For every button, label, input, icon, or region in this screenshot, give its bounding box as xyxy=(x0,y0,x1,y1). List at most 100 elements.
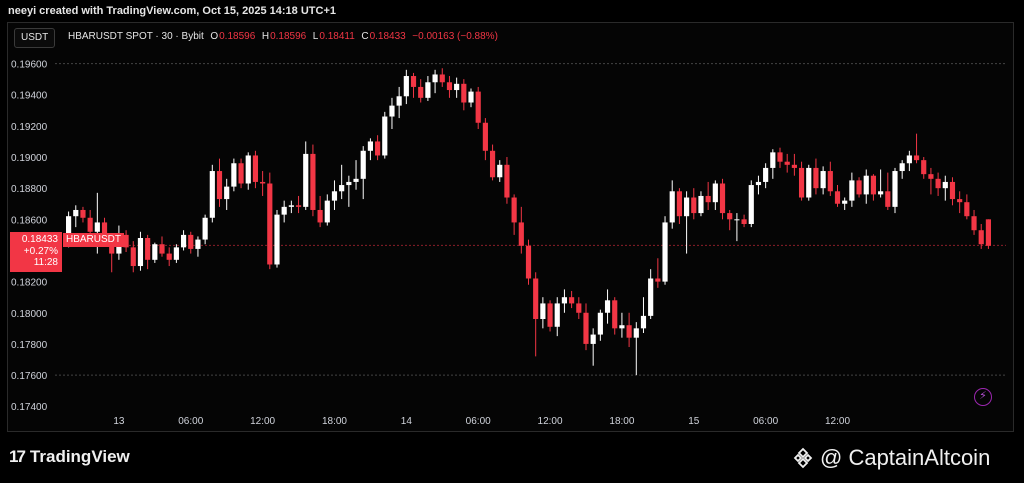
candle-body xyxy=(569,297,575,304)
candle-body xyxy=(619,325,625,329)
candle-body xyxy=(231,163,237,187)
candle-body xyxy=(590,334,596,344)
candle-body xyxy=(489,150,496,178)
legend-high: 0.18596 xyxy=(270,31,307,42)
candle-body xyxy=(806,167,812,198)
candle-body xyxy=(719,183,726,214)
y-tick-label: 0.17800 xyxy=(11,340,48,351)
candle-body xyxy=(662,222,668,282)
candle-body xyxy=(396,96,402,106)
candle-body xyxy=(626,325,632,338)
lightning-icon[interactable]: ⚡ xyxy=(974,388,992,406)
candle-body xyxy=(878,191,884,195)
candlestick-chart[interactable]: 0.17400 0.17600 0.17800 0.18000 0.18200 0.186… xyxy=(7,22,1014,432)
candle-body xyxy=(942,181,948,189)
candle-body xyxy=(360,150,366,179)
y-tick-label: 0.18000 xyxy=(11,309,48,320)
candle-body xyxy=(770,152,776,168)
candle-body xyxy=(978,230,984,245)
candle-body xyxy=(173,247,179,260)
candle-body xyxy=(763,167,769,182)
tradingview-logo: 17 TradingView xyxy=(9,447,130,467)
candle-body xyxy=(949,181,956,200)
candle-body xyxy=(727,213,733,220)
legend-o-label: O xyxy=(210,31,219,42)
legend-change: −0.00163 (−0.88%) xyxy=(412,31,498,42)
watermark-handle: @ CaptainAltcoin xyxy=(792,445,990,471)
candle-body xyxy=(755,181,762,186)
candle-body xyxy=(410,76,417,87)
currency-button[interactable]: USDT xyxy=(14,28,56,48)
candle-body xyxy=(295,205,302,207)
candle-body xyxy=(123,234,129,248)
candle-body xyxy=(109,241,115,254)
candle-body xyxy=(597,312,603,335)
candle-body xyxy=(698,195,704,214)
candle-body xyxy=(842,200,848,204)
candle-body xyxy=(928,174,934,179)
candle-body xyxy=(777,152,783,162)
candle-body xyxy=(346,181,352,186)
chart-frame xyxy=(7,22,1014,432)
candle-body xyxy=(432,74,438,83)
candle-body xyxy=(533,278,539,319)
candle-body xyxy=(310,153,316,210)
candle-body xyxy=(655,278,661,282)
x-tick-label: 12:00 xyxy=(538,416,563,427)
candle-body xyxy=(669,191,675,223)
watermark-handle-text: @ CaptainAltcoin xyxy=(820,445,991,470)
candle-body xyxy=(885,191,891,207)
x-tick-label: 15 xyxy=(688,416,700,427)
candle-body xyxy=(202,217,208,240)
candle-body xyxy=(964,202,970,217)
candle-body xyxy=(152,244,158,260)
candle-body xyxy=(525,245,532,279)
candle-body xyxy=(906,155,912,164)
y-tick-label: 0.19400 xyxy=(11,91,48,102)
candle-body xyxy=(712,183,718,203)
candle-body xyxy=(511,197,517,223)
x-tick-label: 06:00 xyxy=(178,416,203,427)
candle-body xyxy=(439,74,445,83)
candle-body xyxy=(331,191,338,201)
binance-diamond-icon xyxy=(793,447,813,469)
candle-body xyxy=(985,219,991,246)
x-tick-label: 12:00 xyxy=(825,416,850,427)
candle-body xyxy=(870,175,877,195)
candle-body xyxy=(252,155,259,182)
candle-body xyxy=(267,183,273,265)
candle-body xyxy=(913,155,920,161)
candle-body xyxy=(892,171,898,207)
candle-body xyxy=(66,216,72,243)
candle-body xyxy=(353,178,359,182)
legend-symbol[interactable]: HBARUSDT SPOT · 30 · Bybit xyxy=(68,31,204,42)
tradingview-logo-text: TradingView xyxy=(29,447,130,466)
candle-body xyxy=(705,195,711,203)
ohlc-legend: HBARUSDT SPOT · 30 · Bybit O0.18596 H0.1… xyxy=(68,31,499,42)
candle-body xyxy=(849,180,855,201)
x-tick-label: 06:00 xyxy=(753,416,778,427)
candle-body xyxy=(418,86,424,98)
candle-body xyxy=(238,163,244,184)
y-tick-label: 0.17600 xyxy=(11,371,48,382)
candle-body xyxy=(216,171,223,200)
candle-body xyxy=(260,181,266,184)
candle-body xyxy=(813,167,819,189)
y-tick-label: 0.18800 xyxy=(11,184,48,195)
candle-body xyxy=(482,122,488,151)
candle-body xyxy=(245,155,251,184)
y-tick-label: 0.19200 xyxy=(11,122,48,133)
candle-body xyxy=(137,238,144,267)
candle-body xyxy=(921,160,927,175)
last-price-badge: 0.18433 +0.27% 11:28 xyxy=(10,232,62,272)
candle-body xyxy=(547,303,553,327)
price-change-percent: +0.27% xyxy=(23,245,58,257)
candle-body xyxy=(73,209,79,217)
x-tick-label: 06:00 xyxy=(466,416,491,427)
candle-body xyxy=(188,234,194,249)
candle-body xyxy=(691,197,697,214)
symbol-badge: HBARUSDT xyxy=(63,233,125,247)
candle-body xyxy=(561,297,568,304)
candle-body xyxy=(791,164,797,168)
candle-body xyxy=(540,303,546,319)
